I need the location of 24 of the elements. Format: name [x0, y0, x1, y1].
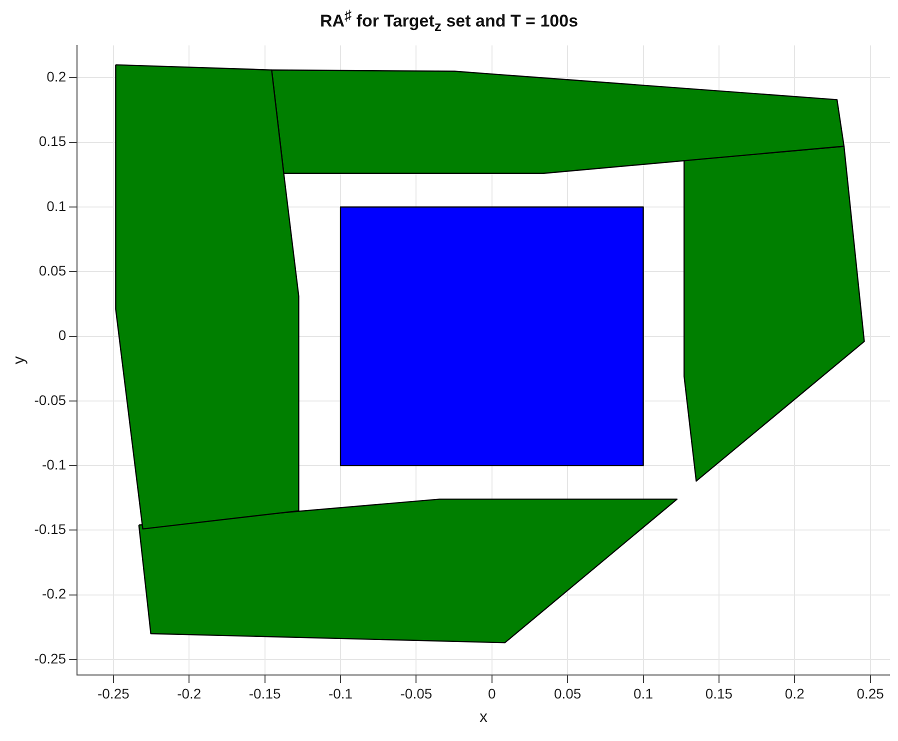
x-tick-label: -0.25 — [97, 685, 130, 702]
y-tick-label: 0.15 — [38, 133, 66, 150]
x-tick-label: 0.15 — [705, 685, 733, 702]
y-tick-label: -0.25 — [34, 650, 66, 666]
y-tick-label: -0.1 — [42, 456, 66, 472]
x-tick-label: 0 — [488, 685, 496, 702]
x-tick-label: -0.05 — [400, 685, 432, 702]
x-axis-title: x — [480, 708, 488, 726]
x-tick-label: -0.2 — [177, 685, 202, 702]
x-tick-label: 0.25 — [856, 685, 884, 702]
y-tick-label: 0.2 — [46, 68, 66, 85]
chart-title: RA$^{♯}$ for Target$_{z}$ set and T = 100s — [318, 8, 580, 36]
y-tick-label: -0.05 — [34, 392, 66, 408]
x-tick-label: 0.1 — [634, 685, 654, 702]
y-tick-label: -0.15 — [34, 521, 66, 538]
y-tick-label: 0.1 — [46, 198, 66, 214]
y-axis-title: y — [11, 356, 28, 364]
x-tick-label: 0.05 — [554, 685, 582, 702]
y-tick-label: 0.05 — [38, 262, 66, 278]
y-tick-label: -0.2 — [42, 586, 66, 602]
x-tick-label: -0.15 — [248, 685, 281, 702]
y-tick-label: 0 — [58, 327, 66, 344]
x-tick-label: -0.1 — [328, 685, 353, 702]
x-tick-label: 0.2 — [784, 685, 805, 702]
